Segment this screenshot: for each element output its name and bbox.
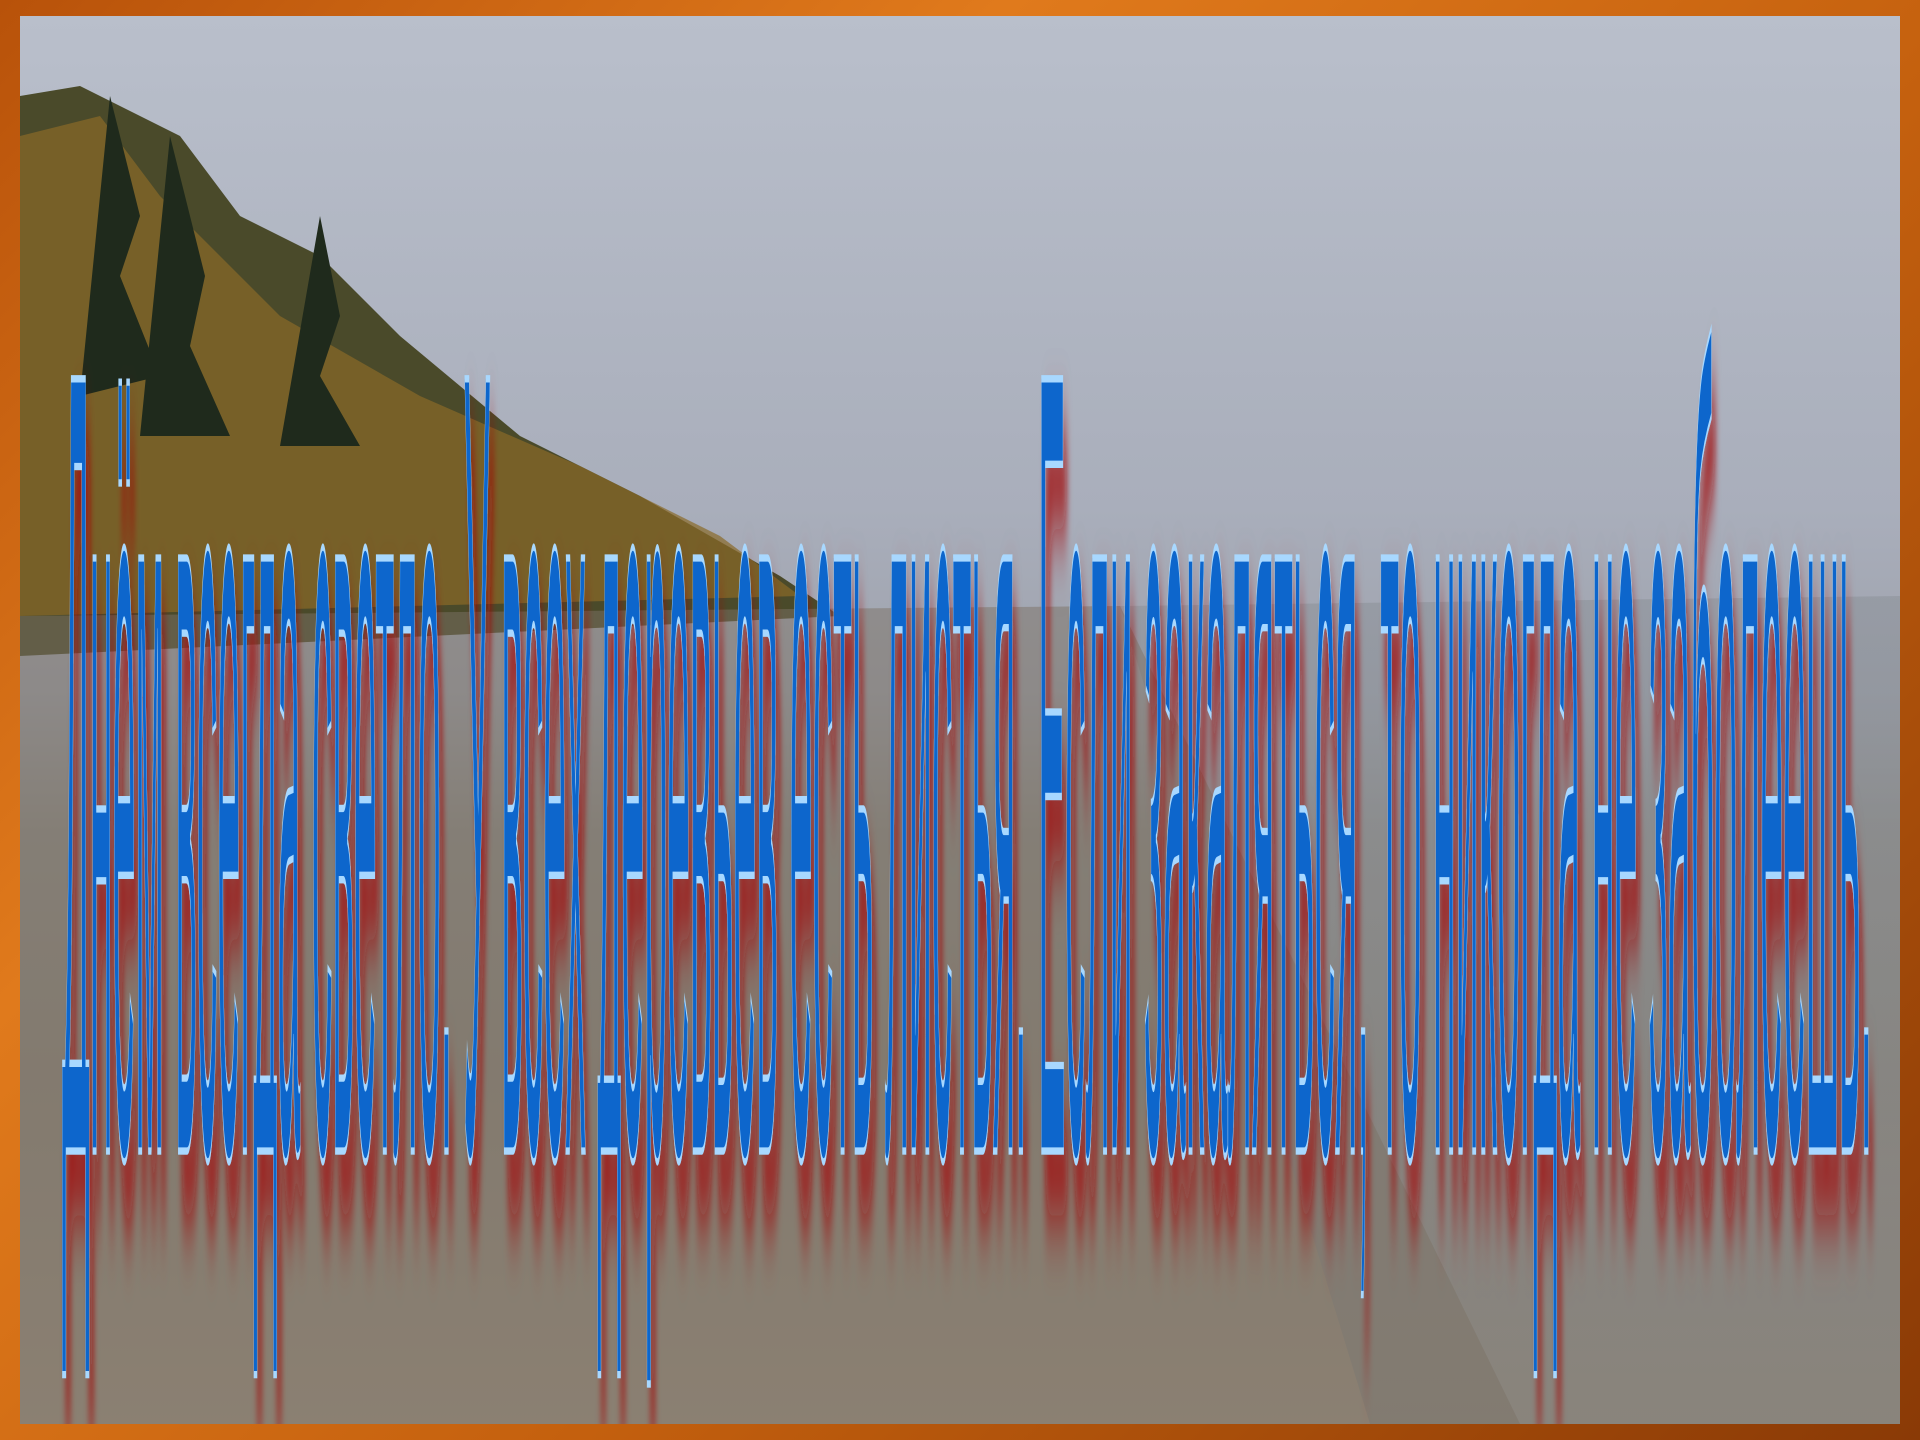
scene: Днём всегда светло. У всех деревьев есть… bbox=[20, 86, 1900, 1424]
background-photo: Днём всегда светло. У всех деревьев есть… bbox=[20, 16, 1900, 1424]
fir-trees bbox=[80, 96, 360, 446]
wordart-text: Днём всегда светло. У всех деревьев есть… bbox=[62, 135, 1872, 1397]
beach bbox=[20, 606, 1520, 1424]
autumn-trees bbox=[20, 116, 800, 616]
